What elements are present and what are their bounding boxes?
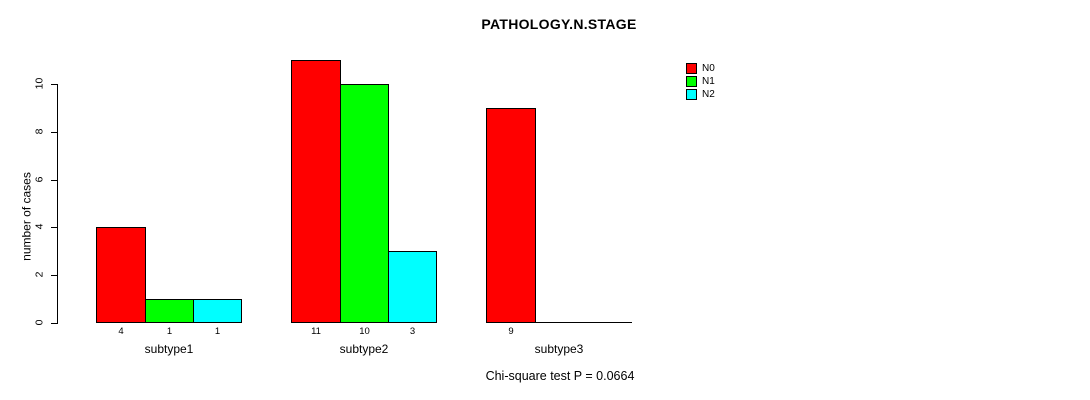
y-tick-label: 10 [33, 77, 46, 90]
y-tick [51, 227, 57, 228]
chart-title: PATHOLOGY.N.STAGE [481, 16, 637, 32]
y-tick [51, 180, 57, 181]
y-tick-label: 6 [33, 176, 46, 183]
group-label-subtype2: subtype2 [339, 342, 389, 356]
legend: N0 N1 N2 [686, 62, 715, 101]
bar-n2-subtype2 [388, 251, 437, 323]
y-axis-label: number of cases [19, 172, 34, 261]
legend-swatch-n0 [686, 63, 697, 74]
bar-value-label: 3 [409, 326, 416, 337]
legend-item-n2: N2 [686, 88, 715, 101]
bar-n1-subtype2 [340, 84, 389, 323]
bar-n0-subtype2 [291, 60, 341, 323]
legend-item-n1: N1 [686, 75, 715, 88]
bar-value-label: 11 [311, 326, 321, 337]
legend-label: N2 [702, 89, 715, 100]
bar-value-label: 1 [214, 326, 221, 337]
bar-value-label: 10 [359, 326, 370, 337]
y-tick-label: 8 [33, 128, 46, 135]
y-tick [51, 84, 57, 85]
y-tick [51, 132, 57, 133]
y-tick-label: 4 [33, 223, 46, 230]
bar-n2-subtype1 [193, 299, 242, 323]
legend-label: N0 [702, 63, 715, 74]
y-tick-label: 2 [33, 271, 46, 278]
y-tick-label: 0 [33, 319, 46, 326]
legend-swatch-n2 [686, 89, 697, 100]
bar-value-label: 1 [166, 326, 173, 337]
bar-n1-subtype1 [145, 299, 194, 323]
y-tick [51, 275, 57, 276]
bar-value-label: 9 [508, 326, 514, 337]
y-axis-line [57, 84, 58, 324]
chi-square-caption: Chi-square test P = 0.0664 [485, 369, 635, 383]
zero-height-bar-n2-subtype3 [583, 322, 632, 323]
bar-n0-subtype3 [486, 108, 536, 323]
y-tick [51, 323, 57, 324]
bar-value-label: 4 [118, 326, 124, 337]
group-label-subtype3: subtype3 [534, 342, 584, 356]
group-label-subtype1: subtype1 [144, 342, 194, 356]
zero-height-bar-n1-subtype3 [535, 322, 584, 323]
legend-label: N1 [702, 76, 715, 87]
legend-item-n0: N0 [686, 62, 715, 75]
bar-n0-subtype1 [96, 227, 146, 323]
legend-swatch-n1 [686, 76, 697, 87]
